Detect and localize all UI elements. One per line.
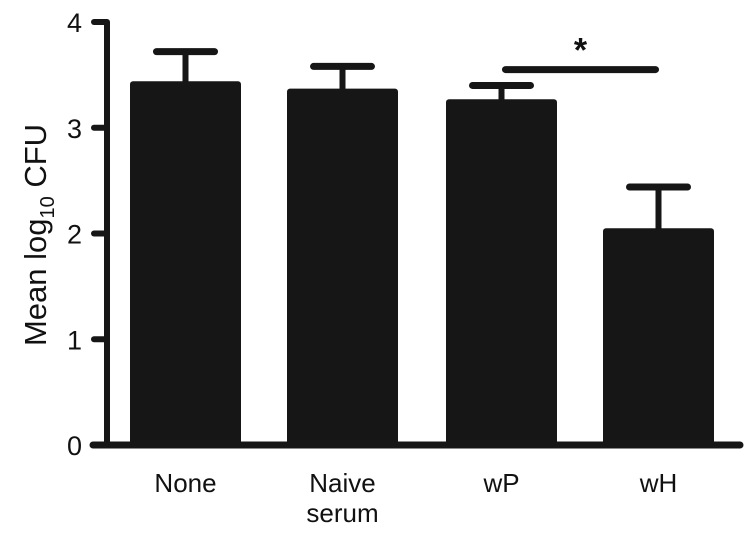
x-category-label-2: wP [482, 468, 519, 498]
y-tick-label-3: 3 [67, 114, 82, 144]
x-category-label-line: Naive [309, 468, 375, 498]
axes-layer [89, 19, 744, 449]
y-tick-label-1: 1 [67, 325, 82, 355]
bar-3 [603, 228, 714, 445]
y-axis-title-suffix: CFU [18, 124, 53, 196]
y-axis-title-subscript: 10 [37, 196, 59, 218]
y-tick-label-4: 4 [67, 8, 82, 38]
x-category-label-1: Naive serum [306, 468, 378, 528]
x-category-label-line: wH [639, 468, 678, 498]
bar-1 [287, 88, 398, 445]
y-tick-label-2: 2 [67, 220, 82, 250]
labels-layer: 0 1 2 3 4 None Naive serum wP wH * [67, 8, 677, 528]
x-category-label-line: None [154, 468, 216, 498]
y-axis-title-main: Mean log [18, 219, 53, 347]
x-category-label-line: serum [306, 498, 378, 528]
bar-2 [446, 99, 557, 445]
x-category-label-line: wP [482, 468, 519, 498]
x-category-label-3: wH [639, 468, 678, 498]
bars-layer [130, 48, 714, 445]
bar-0 [130, 81, 241, 445]
y-axis-title: Mean log10 CFU [18, 124, 59, 346]
x-category-label-0: None [154, 468, 216, 498]
significance-marker-0: * [574, 32, 588, 70]
y-tick-label-0: 0 [67, 431, 82, 461]
